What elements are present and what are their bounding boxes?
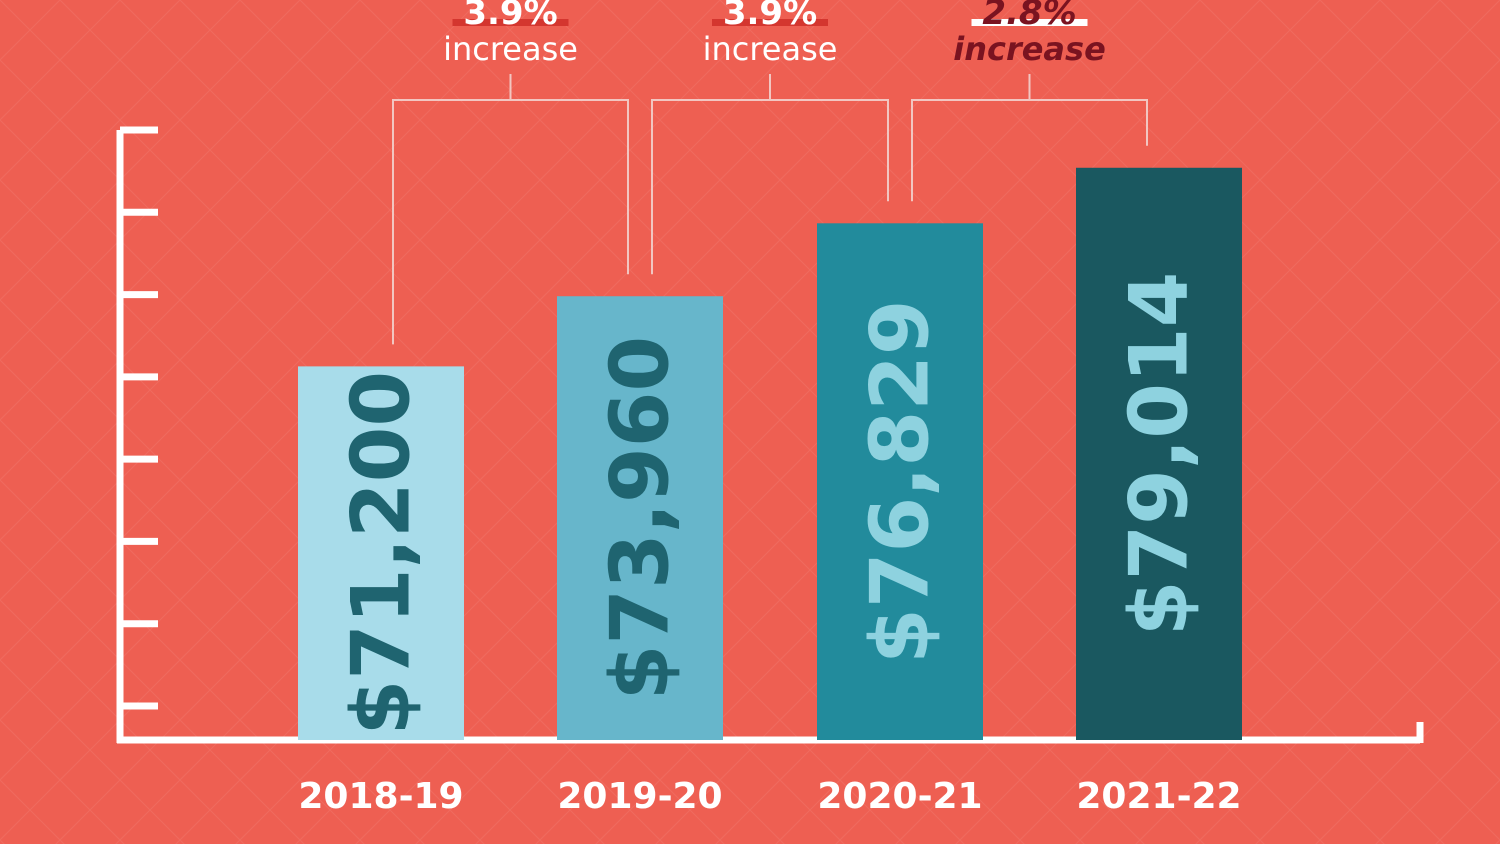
bar-2020-21 xyxy=(817,223,983,741)
bar-value-label: $76,829 xyxy=(854,299,947,663)
bar-value-label: $73,960 xyxy=(594,336,687,700)
x-tick-label: 2021-22 xyxy=(1076,776,1241,817)
percent-underline xyxy=(452,19,569,26)
percent-underline xyxy=(971,19,1088,26)
increase-label: increase xyxy=(953,30,1106,68)
bar-2019-20 xyxy=(557,296,723,740)
increase-percent: 2.8% xyxy=(982,0,1076,33)
increase-percent: 3.9% xyxy=(463,0,557,33)
percent-underline xyxy=(712,19,828,26)
x-tick-label: 2019-20 xyxy=(557,776,722,817)
increase-label: increase xyxy=(703,30,838,68)
x-tick-label: 2018-19 xyxy=(298,776,463,817)
bar-2021-22 xyxy=(1076,167,1242,740)
increase-percent: 3.9% xyxy=(723,0,817,33)
bar-value-label: $71,200 xyxy=(335,371,428,735)
bar-value-label: $79,014 xyxy=(1113,272,1206,636)
x-tick-label: 2020-21 xyxy=(817,776,982,817)
increase-label: increase xyxy=(443,30,578,68)
bar-2018-19 xyxy=(298,366,464,740)
